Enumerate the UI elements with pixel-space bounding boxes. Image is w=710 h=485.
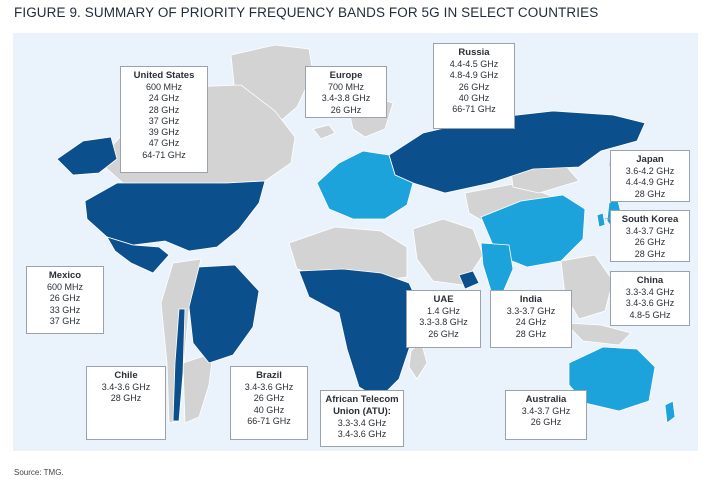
band-value: 26 GHz [428, 328, 459, 339]
band-value: 37 GHz [49, 315, 81, 326]
label-box-chile: Chile 3.4-3.6 GHz 28 GHz [86, 366, 166, 440]
band-value: 37 GHz [148, 115, 180, 126]
dark-blue-land [56, 110, 646, 422]
label-name: Chile [114, 370, 138, 381]
label-name: Russia [458, 47, 490, 58]
band-value: 3.3-3.4 GHz [337, 418, 387, 428]
label-name: Brazil [256, 370, 282, 381]
band-value: 4.8-5 GHz [629, 309, 671, 320]
alaska [56, 136, 118, 176]
label-name: Mexico [48, 270, 82, 281]
label-name: UAE [433, 294, 454, 305]
label-name: United States [133, 70, 195, 81]
label-box-atu: African Telecom Union (ATU): 3.3-3.4 GHz… [320, 390, 404, 447]
label-name: China [636, 275, 664, 286]
band-value: 600 MHz [145, 82, 182, 92]
band-value: 28 GHz [634, 188, 666, 199]
band-value: 40 GHz [458, 92, 490, 103]
band-value: 26 GHz [458, 81, 490, 92]
band-value: 3.6-4.2 GHz [625, 166, 675, 176]
band-value: 33 GHz [49, 304, 81, 315]
band-value: 66-71 GHz [247, 415, 291, 426]
label-box-russia: Russia 4.4-4.5 GHz 4.8-4.9 GHz 26 GHz 40… [433, 43, 515, 129]
argentina [182, 352, 214, 424]
new-zealand [664, 400, 676, 424]
label-box-europe: Europe 700 MHz 3.4-3.8 GHz 26 GHz [305, 66, 387, 118]
light-blue-land [316, 150, 676, 424]
africa [298, 268, 422, 400]
world-map: United States 600 MHz 24 GHz 28 GHz 37 G… [13, 33, 698, 451]
label-box-india: India 3.3-3.7 GHz 24 GHz 28 GHz [490, 290, 572, 348]
world-map-svg [56, 44, 676, 424]
band-value: 3.3-3.7 GHz [506, 306, 556, 316]
label-box-south-korea: South Korea 3.4-3.7 GHz 26 GHz 28 GHz [610, 210, 690, 262]
band-value: 39 GHz [148, 127, 180, 138]
band-value: 26 GHz [530, 417, 562, 428]
band-value: 66-71 GHz [452, 104, 496, 115]
label-name: India [519, 294, 543, 305]
india [480, 242, 514, 298]
band-value: 47 GHz [148, 138, 180, 149]
band-value: 4.4-4.9 GHz [625, 177, 675, 188]
label-box-australia: Australia 3.4-3.7 GHz 26 GHz [505, 390, 587, 440]
band-value: 3.4-3.6 GHz [101, 382, 151, 392]
band-value: 3.4-3.6 GHz [625, 298, 675, 309]
band-value: 28 GHz [634, 248, 666, 259]
band-value: 26 GHz [49, 293, 81, 304]
figure-title: FIGURE 9. SUMMARY OF PRIORITY FREQUENCY … [14, 5, 599, 20]
source-note: Source: TMG. [14, 468, 64, 477]
band-value: 3.4-3.7 GHz [625, 226, 675, 236]
label-box-china: China 3.3-3.4 GHz 3.4-3.6 GHz 4.8-5 GHz [610, 271, 690, 326]
middle-east [412, 218, 484, 286]
label-box-uae: UAE 1.4 GHz 3.3-3.8 GHz 26 GHz [406, 290, 481, 348]
south-korea [596, 212, 606, 228]
label-name: South Korea [621, 214, 679, 225]
band-value: 28 GHz [148, 104, 180, 115]
band-value: 26 GHz [253, 393, 285, 404]
band-value: 64-71 GHz [142, 149, 186, 160]
label-name: Australia [525, 394, 567, 405]
label-box-brazil: Brazil 3.4-3.6 GHz 26 GHz 40 GHz 66-71 G… [230, 366, 308, 440]
chile [172, 308, 186, 422]
band-value: 3.4-3.6 GHz [337, 429, 387, 440]
label-box-us: United States 600 MHz 24 GHz 28 GHz 37 G… [120, 66, 208, 173]
band-value: 28 GHz [515, 328, 547, 339]
band-value: 24 GHz [148, 93, 180, 104]
uae [458, 270, 480, 290]
europe [316, 150, 414, 220]
band-value: 600 MHz [46, 282, 83, 292]
band-value: 28 GHz [110, 393, 142, 404]
band-value: 3.3-3.4 GHz [625, 287, 675, 297]
label-box-japan: Japan 3.6-4.2 GHz 4.4-4.9 GHz 28 GHz [610, 150, 690, 202]
band-value: 26 GHz [634, 237, 666, 248]
label-name: Japan [636, 154, 664, 165]
band-value: 1.4 GHz [426, 306, 460, 316]
band-value: 700 MHz [327, 82, 364, 92]
band-value: 24 GHz [515, 317, 547, 328]
indonesia [563, 322, 632, 346]
band-value: 40 GHz [253, 404, 285, 415]
band-value: 3.3-3.8 GHz [419, 317, 468, 328]
iceland [312, 124, 336, 140]
brazil [188, 264, 260, 364]
band-value: 26 GHz [330, 104, 362, 115]
label-box-mexico: Mexico 600 MHz 26 GHz 33 GHz 37 GHz [26, 266, 104, 334]
band-value: 3.4-3.7 GHz [521, 406, 571, 416]
band-value: 4.8-4.9 GHz [449, 70, 499, 81]
band-value: 3.4-3.8 GHz [321, 93, 371, 104]
label-name: African Telecom Union (ATU): [325, 394, 399, 417]
mexico [106, 236, 170, 274]
band-value: 4.4-4.5 GHz [449, 59, 499, 69]
band-value: 3.4-3.6 GHz [244, 382, 294, 392]
label-name: Europe [329, 70, 363, 81]
